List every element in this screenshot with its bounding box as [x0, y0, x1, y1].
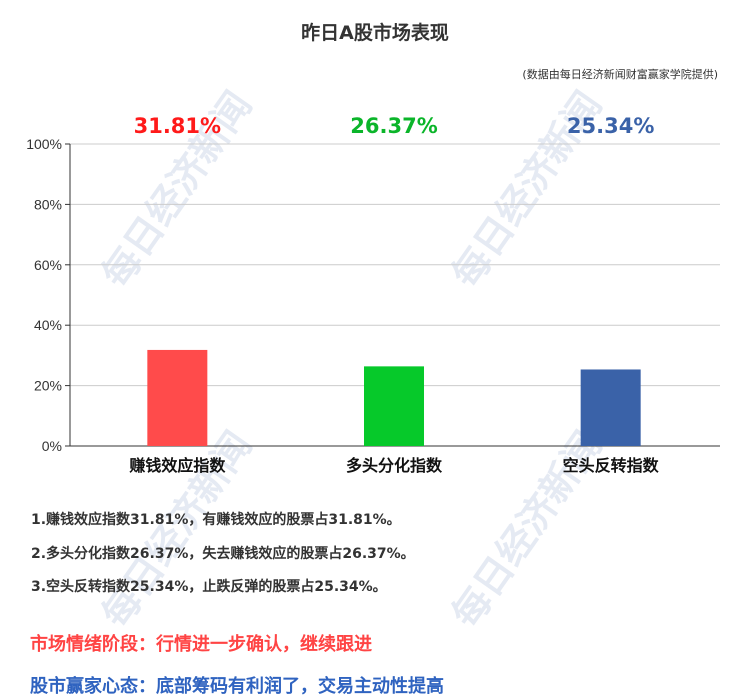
bar [364, 366, 424, 446]
x-tick-label: 多头分化指数 [346, 456, 443, 475]
y-tick-label: 40% [34, 317, 62, 333]
data-label: 31.81% [134, 114, 221, 138]
note-2: 2.多头分化指数26.37%，失去赚钱效应的股票占26.37%。 [31, 546, 415, 562]
market-stage: 市场情绪阶段：行情进一步确认，继续跟进 [30, 634, 372, 655]
y-tick-label: 60% [34, 257, 62, 273]
note-3: 3.空头反转指数25.34%，止跌反弹的股票占25.34%。 [31, 579, 387, 595]
data-source: (数据由每日经济新闻财富赢家学院提供) [522, 68, 718, 81]
data-label: 25.34% [567, 114, 654, 138]
chart-title: 昨日A股市场表现 [301, 22, 449, 44]
y-tick-label: 80% [34, 196, 62, 212]
data-label: 26.37% [350, 114, 437, 138]
y-tick-label: 0% [42, 438, 62, 454]
y-tick-label: 20% [34, 378, 62, 394]
bar [580, 369, 641, 446]
x-tick-label: 空头反转指数 [563, 456, 660, 475]
bar [147, 349, 208, 446]
x-tick-label: 赚钱效应指数 [128, 456, 226, 475]
bar-chart: 0% 20% 40% 60% 80% 100% 赚钱效应指数 31.81% 多头分化指数 26.3… [26, 114, 720, 475]
y-tick-label: 100% [26, 136, 62, 152]
note-1: 1.赚钱效应指数31.81%，有赚钱效应的股票占31.81%。 [31, 512, 401, 528]
winner-mindset: 股市赢家心态：底部筹码有利润了，交易主动性提高 [30, 676, 444, 697]
